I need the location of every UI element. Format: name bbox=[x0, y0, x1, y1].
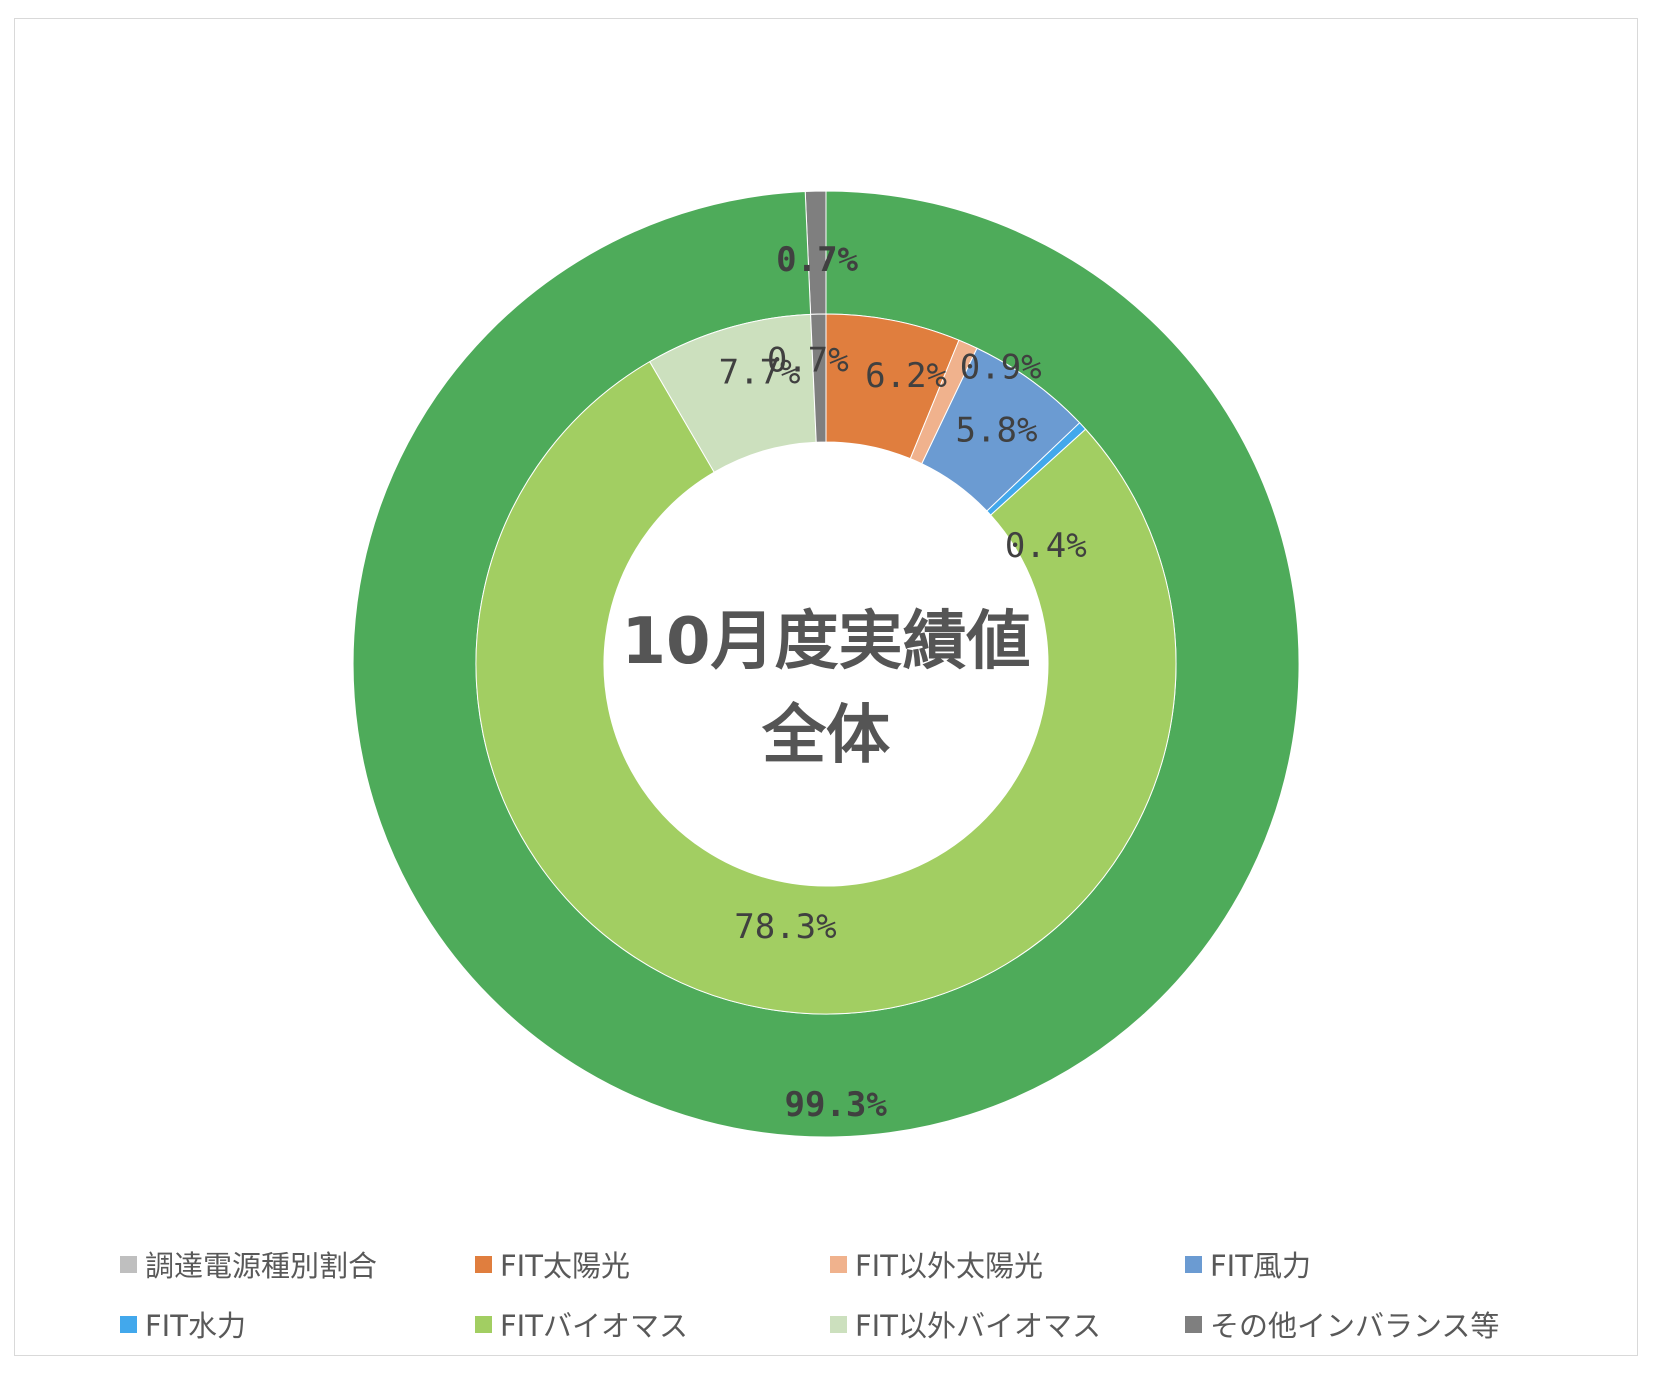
legend-swatch bbox=[830, 1315, 847, 1333]
center-title-line-1: 10月度実績値 bbox=[621, 605, 1030, 679]
legend-swatch bbox=[120, 1255, 137, 1273]
legend-label: 調達電源種別割合 bbox=[145, 1249, 378, 1283]
legend-row: 調達電源種別割合 FIT太陽光 FIT以外太陽光 FIT風力 bbox=[120, 1234, 1600, 1294]
legend-item-fit-hydro: FIT水力 bbox=[120, 1303, 475, 1345]
inner-data-label: 6.2% bbox=[865, 356, 947, 396]
legend-item-fit-solar: FIT太陽光 bbox=[475, 1243, 830, 1285]
inner-slice-FITバイオマス bbox=[475, 360, 1177, 1015]
legend-swatch bbox=[120, 1315, 137, 1333]
legend-item-fit-wind: FIT風力 bbox=[1185, 1243, 1540, 1285]
inner-data-label: 7.7% bbox=[719, 352, 801, 392]
inner-data-label: 78.3% bbox=[734, 907, 836, 947]
legend-item-other-imbalance: その他インバランス等 bbox=[1185, 1303, 1540, 1345]
legend-swatch bbox=[1185, 1315, 1202, 1333]
legend-item-fit-biomass: FITバイオマス bbox=[475, 1303, 830, 1345]
legend-label: FITバイオマス bbox=[500, 1309, 688, 1343]
legend-item-non-fit-biomass: FIT以外バイオマス bbox=[830, 1303, 1185, 1345]
inner-slice-その他インバランス等 bbox=[810, 313, 827, 443]
legend-label: FIT風力 bbox=[1210, 1249, 1311, 1283]
legend-label: FIT以外太陽光 bbox=[855, 1249, 1043, 1283]
inner-data-label: 5.8% bbox=[956, 410, 1038, 450]
legend-swatch bbox=[475, 1315, 492, 1333]
inner-data-label: 0.7% bbox=[767, 341, 849, 381]
legend-swatch bbox=[475, 1255, 492, 1273]
legend-item-procurement-ratio: 調達電源種別割合 bbox=[120, 1243, 475, 1285]
legend-swatch bbox=[1185, 1255, 1202, 1273]
legend-item-non-fit-solar: FIT以外太陽光 bbox=[830, 1243, 1185, 1285]
center-title-line-2: 全体 bbox=[761, 699, 890, 773]
inner-data-label: 0.9% bbox=[960, 348, 1042, 388]
legend-swatch bbox=[830, 1255, 847, 1273]
inner-ring bbox=[475, 313, 1177, 1015]
slice-labels: 0.7%99.3%6.2% 0.9%5.8%0.4%78.3%7.7%0.7% bbox=[719, 240, 1087, 1125]
legend-label: FIT太陽光 bbox=[500, 1249, 630, 1283]
legend-label: その他インバランス等 bbox=[1210, 1309, 1500, 1343]
legend-label: FIT水力 bbox=[145, 1309, 246, 1343]
outer-data-label: 0.7% bbox=[776, 240, 858, 280]
legend-label: FIT以外バイオマス bbox=[855, 1309, 1101, 1343]
legend: 調達電源種別割合 FIT太陽光 FIT以外太陽光 FIT風力 FIT水力 FIT… bbox=[120, 1234, 1600, 1354]
inner-data-label: 0.4% bbox=[1005, 526, 1087, 566]
outer-data-label: 99.3% bbox=[785, 1085, 888, 1125]
legend-row: FIT水力 FITバイオマス FIT以外バイオマス その他インバランス等 bbox=[120, 1294, 1600, 1354]
